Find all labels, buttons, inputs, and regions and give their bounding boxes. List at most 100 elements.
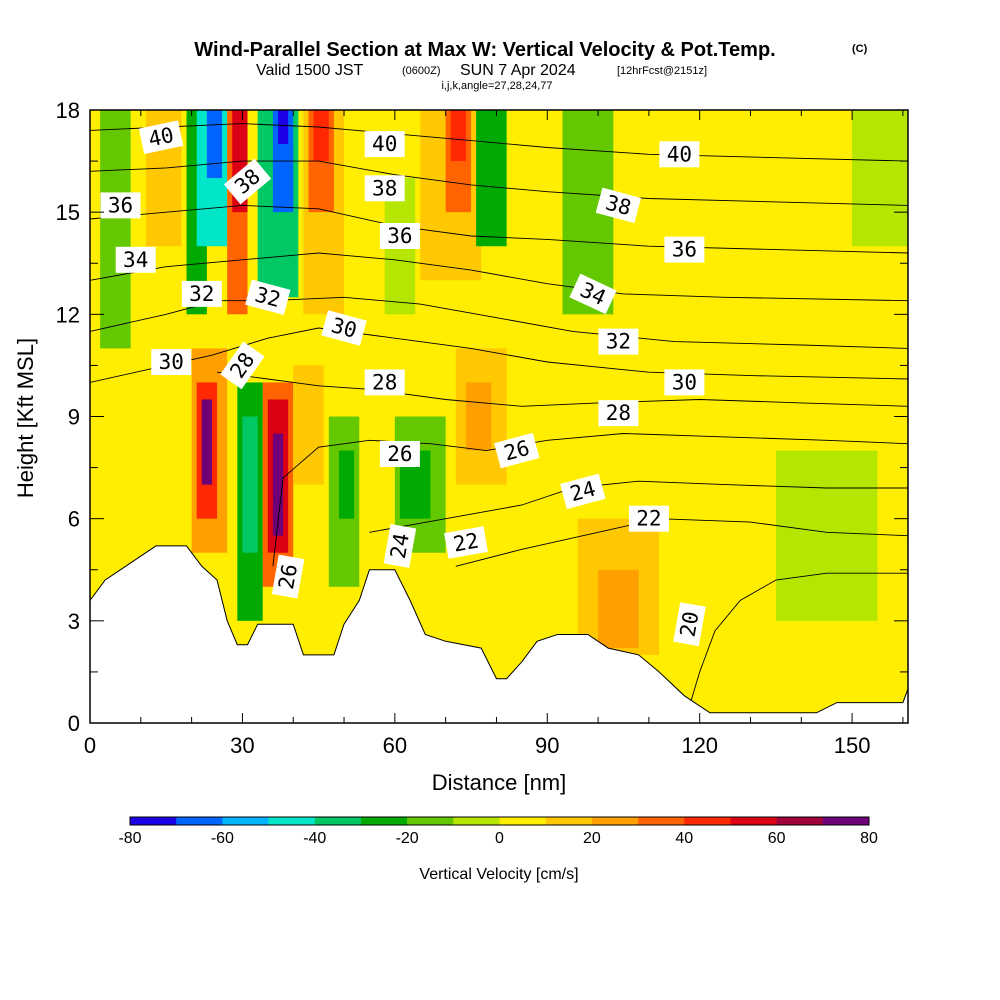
w-region-34 <box>450 110 466 162</box>
colorbar-swatch <box>822 817 870 825</box>
w-region-28 <box>338 450 355 519</box>
y-tick-label: 0 <box>68 711 80 736</box>
contour-label-text: 28 <box>606 401 631 425</box>
contour-label-19: 28 <box>598 400 639 427</box>
x-tick-label: 90 <box>535 733 559 758</box>
contour-label-box <box>659 141 700 168</box>
copyright-mark: (C) <box>852 43 868 55</box>
contour-label-text: 28 <box>372 370 397 394</box>
colorbar-tick-label: -80 <box>118 830 141 847</box>
grid-point-info: i,j,k,angle=27,28,24,77 <box>441 80 552 92</box>
w-region-44 <box>775 450 878 621</box>
contour-label-26: 22 <box>628 505 669 532</box>
contour-label-14: 30 <box>321 310 367 346</box>
w-region-26 <box>313 110 329 162</box>
y-tick-label: 3 <box>68 609 80 634</box>
contour-label-25: 22 <box>444 526 488 559</box>
theta-contour-28 <box>216 371 908 407</box>
contour-label-text: 32 <box>606 330 631 354</box>
colorbar-tick-label: 40 <box>675 830 693 847</box>
theta-contour-40 <box>90 123 908 162</box>
w-region-36 <box>481 110 497 179</box>
colorbar-swatch <box>591 817 639 825</box>
colorbar-swatch <box>130 817 177 825</box>
contour-label-0: 40 <box>138 120 184 155</box>
contour-label-text: 32 <box>189 282 214 306</box>
colorbar-swatch <box>499 817 546 825</box>
w-region-10 <box>201 399 212 485</box>
contour-label-text: 34 <box>123 248 148 272</box>
contour-label-text: 30 <box>672 370 697 394</box>
x-tick-label: 120 <box>681 733 718 758</box>
contour-label-text: 36 <box>387 224 412 248</box>
x-axis: 0 30 60 90 120 150 <box>84 110 904 758</box>
contour-label-text: 30 <box>159 350 184 374</box>
w-region-19 <box>277 110 289 145</box>
x-axis-label: Distance [nm] <box>432 770 567 795</box>
colorbar-tick-label: -20 <box>396 830 419 847</box>
contour-label-text: 24 <box>386 531 414 560</box>
contour-label-1: 40 <box>364 131 405 158</box>
contour-label-22: 26 <box>271 554 305 599</box>
chart-title: Wind-Parallel Section at Max W: Vertical… <box>194 39 775 61</box>
contour-label-box <box>151 349 192 375</box>
contour-label-box <box>220 341 265 390</box>
contour-label-7: 36 <box>379 223 420 249</box>
colorbar-tick-label: -40 <box>303 830 326 847</box>
subtitle-date: SUN 7 Apr 2024 <box>460 62 576 79</box>
theta-contour-34 <box>90 252 908 302</box>
colorbar: -80 -60 -40 -20 0 20 40 60 80 <box>118 816 878 847</box>
contour-label-text: 40 <box>667 142 692 166</box>
contour-label-21: 26 <box>494 432 540 469</box>
y-axis-label: Height [Kft MSL] <box>13 338 38 498</box>
contour-label-box <box>364 369 405 396</box>
contour-label-text: 22 <box>636 507 661 531</box>
contour-label-text: 22 <box>451 528 480 556</box>
contour-label-11: 32 <box>181 280 222 307</box>
contour-label-4: 38 <box>364 175 405 202</box>
potential-temperature-contours <box>90 123 908 707</box>
x-tick-label: 60 <box>383 733 407 758</box>
contour-label-text: 36 <box>108 193 133 217</box>
contour-label-box <box>383 523 417 568</box>
y-tick-label: 12 <box>56 302 80 327</box>
subtitle-utc: (0600Z) <box>402 65 441 77</box>
theta-contour-24 <box>369 480 908 533</box>
contour-label-box <box>673 602 706 647</box>
contour-label-9: 34 <box>115 246 156 273</box>
contour-label-27: 20 <box>673 602 706 647</box>
w-region-38 <box>465 382 492 451</box>
colorbar-swatch <box>638 817 685 825</box>
contour-label-text: 40 <box>146 123 176 152</box>
colorbar-swatch <box>545 817 593 825</box>
contour-label-18: 28 <box>364 369 405 396</box>
x-tick-label: 30 <box>230 733 254 758</box>
w-region-22 <box>272 433 284 536</box>
y-tick-label: 18 <box>56 98 80 123</box>
contour-label-box <box>364 131 405 158</box>
colorbar-swatch <box>360 817 408 825</box>
theta-contour-26 <box>272 433 908 567</box>
contour-label-13: 32 <box>598 328 639 355</box>
contour-label-box <box>595 187 642 224</box>
colorbar-swatch <box>176 817 223 825</box>
w-region-16 <box>242 416 258 553</box>
colorbar-swatch <box>776 817 824 825</box>
chart-subtitle: Valid 1500 JST (0600Z) SUN 7 Apr 2024 [1… <box>256 62 707 79</box>
contour-label-box <box>444 526 488 559</box>
contour-label-box <box>100 192 141 219</box>
w-region-45 <box>852 110 908 247</box>
contour-label-box <box>364 175 405 202</box>
colorbar-tick-label: 0 <box>495 830 504 847</box>
contour-label-box <box>494 432 540 469</box>
theta-contour-38 <box>90 160 908 206</box>
contour-label-text: 20 <box>675 610 703 639</box>
colorbar-tick-label: 60 <box>768 830 786 847</box>
contour-label-2: 40 <box>659 141 700 168</box>
contour-label-box <box>598 328 639 355</box>
contour-label-12: 32 <box>245 279 291 316</box>
x-tick-label: 150 <box>834 733 871 758</box>
contour-label-box <box>628 505 669 532</box>
